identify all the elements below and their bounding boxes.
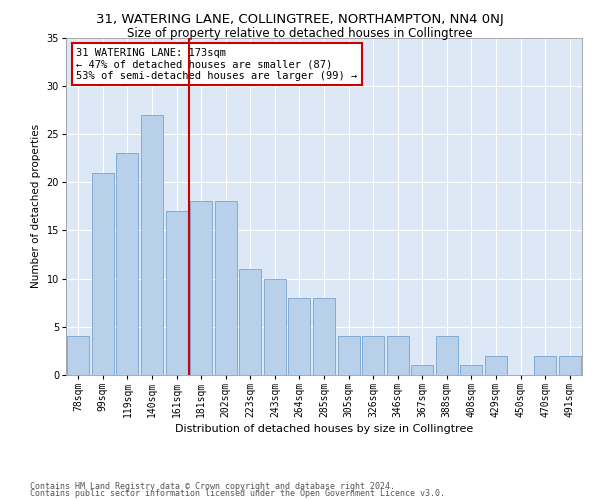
- Text: Contains public sector information licensed under the Open Government Licence v3: Contains public sector information licen…: [30, 490, 445, 498]
- Bar: [534, 356, 556, 375]
- Bar: [67, 336, 89, 375]
- X-axis label: Distribution of detached houses by size in Collingtree: Distribution of detached houses by size …: [175, 424, 473, 434]
- Bar: [116, 153, 139, 375]
- Text: 31, WATERING LANE, COLLINGTREE, NORTHAMPTON, NN4 0NJ: 31, WATERING LANE, COLLINGTREE, NORTHAMP…: [96, 12, 504, 26]
- Y-axis label: Number of detached properties: Number of detached properties: [31, 124, 41, 288]
- Text: Contains HM Land Registry data © Crown copyright and database right 2024.: Contains HM Land Registry data © Crown c…: [30, 482, 395, 491]
- Bar: [411, 366, 433, 375]
- Bar: [264, 278, 286, 375]
- Bar: [92, 172, 114, 375]
- Bar: [215, 202, 237, 375]
- Text: 31 WATERING LANE: 173sqm
← 47% of detached houses are smaller (87)
53% of semi-d: 31 WATERING LANE: 173sqm ← 47% of detach…: [76, 48, 358, 81]
- Bar: [166, 211, 188, 375]
- Bar: [485, 356, 507, 375]
- Text: Size of property relative to detached houses in Collingtree: Size of property relative to detached ho…: [127, 28, 473, 40]
- Bar: [190, 202, 212, 375]
- Bar: [239, 269, 262, 375]
- Bar: [313, 298, 335, 375]
- Bar: [289, 298, 310, 375]
- Bar: [362, 336, 384, 375]
- Bar: [338, 336, 359, 375]
- Bar: [460, 366, 482, 375]
- Bar: [436, 336, 458, 375]
- Bar: [386, 336, 409, 375]
- Bar: [141, 114, 163, 375]
- Bar: [559, 356, 581, 375]
